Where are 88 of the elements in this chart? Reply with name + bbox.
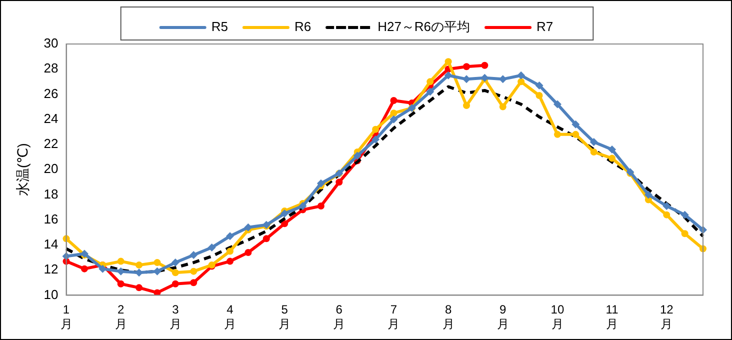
x-tick-label: 4月 [224,302,236,332]
point [608,154,616,162]
point [208,243,216,252]
point [172,269,179,276]
point [336,178,343,186]
x-tick-label: 9月 [496,302,509,332]
point [80,265,88,272]
point [554,130,561,138]
x-tick-label: 7月 [388,302,400,332]
legend-label: R6 [294,19,312,34]
y-axis-title: 水温(℃) [14,143,30,196]
y-tick-label: 14 [44,236,58,252]
point [426,78,434,86]
x-tick-label: 2月 [114,302,127,332]
point [154,289,161,296]
point [518,78,525,86]
point [644,190,652,199]
x-tick-label: 1月 [60,302,72,332]
point [226,232,234,240]
point [244,248,252,256]
point [372,126,380,133]
point [280,210,289,218]
point [535,81,544,90]
point [154,259,161,266]
point [680,210,689,219]
point [226,248,234,255]
point [608,146,616,154]
y-tick-label: 20 [44,161,58,176]
point [117,258,124,265]
point [190,268,198,275]
point [499,103,506,110]
x-tick-label: 5月 [278,302,291,332]
x-tick-label: 6月 [333,302,346,332]
point [190,251,198,260]
y-tick-label: 26 [44,86,58,101]
point [390,97,398,104]
point [171,258,180,267]
legend-label: R5 [211,19,228,34]
point [172,280,179,288]
point [444,71,452,80]
y-tick-label: 24 [44,110,58,126]
point [190,279,198,286]
point [136,262,143,269]
x-tick-label: 3月 [169,302,182,332]
point [444,58,452,66]
point [426,88,434,96]
point [226,258,234,265]
point [390,110,398,117]
point [298,202,307,210]
x-tick-label: 8月 [442,302,454,332]
x-tick-label: 12月 [660,302,674,332]
point [153,267,162,276]
point [462,102,470,110]
point [372,135,380,144]
point [663,211,670,218]
point [136,284,143,292]
point [316,179,325,188]
x-tick-label: 11月 [606,302,619,332]
point [116,267,125,276]
point [517,71,526,80]
point [390,115,398,124]
point [353,152,362,160]
point [462,75,470,84]
point [572,130,580,138]
point [481,62,488,69]
point [98,264,107,273]
legend-label: R7 [536,19,554,34]
y-tick-label: 22 [44,136,58,152]
point [681,230,688,238]
y-tick-label: 12 [44,262,58,277]
point [553,100,562,108]
x-tick-label: 10月 [550,302,564,332]
y-tick-label: 28 [44,60,58,76]
point [590,148,598,156]
point [117,280,124,288]
legend-label: H27～R6の平均 [378,19,470,34]
point [281,220,288,228]
point [317,202,324,210]
point [572,120,580,128]
point [262,235,270,242]
point [536,92,543,99]
y-tick-label: 10 [44,286,58,302]
y-tick-label: 18 [44,186,58,202]
point [662,202,671,210]
point [462,63,470,70]
y-tick-label: 30 [44,36,58,51]
y-tick-label: 16 [44,211,58,226]
point [590,138,598,146]
